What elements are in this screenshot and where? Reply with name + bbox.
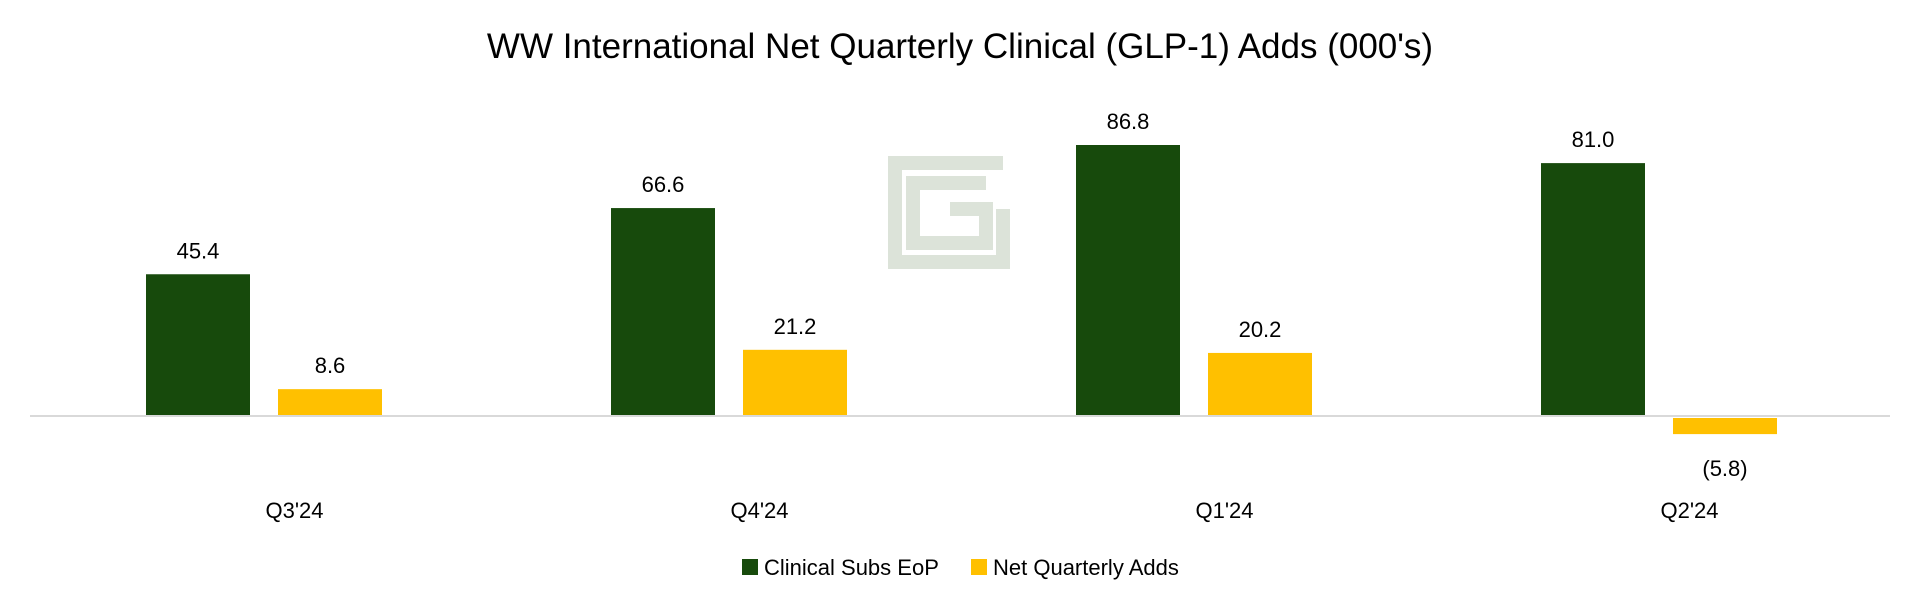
- legend-item-clinical-subs: Clinical Subs EoP: [742, 555, 939, 580]
- data-label-clinical-subs-2: 86.8: [1107, 109, 1150, 134]
- x-tick-label-1: Q4'24: [730, 498, 788, 523]
- bar-net-adds-0: [278, 389, 382, 416]
- data-labels-group: 45.4 8.6 66.6 21.2 86.8 20.2 81.0 (5.8): [177, 109, 1748, 481]
- data-label-net-adds-3: (5.8): [1702, 456, 1747, 481]
- bar-net-adds-2: [1208, 352, 1312, 416]
- bar-clinical-subs-0: [146, 274, 250, 416]
- chart-title: WW International Net Quarterly Clinical …: [487, 27, 1433, 66]
- legend-swatch-clinical-subs: [742, 559, 758, 575]
- bar-net-adds-3: [1673, 418, 1777, 435]
- legend-item-net-quarterly-adds: Net Quarterly Adds: [971, 555, 1179, 580]
- x-tick-label-0: Q3'24: [265, 498, 323, 523]
- data-label-net-adds-1: 21.2: [774, 314, 817, 339]
- data-label-net-adds-2: 20.2: [1239, 317, 1282, 342]
- data-label-net-adds-0: 8.6: [315, 353, 346, 378]
- watermark-logo-icon: [888, 156, 1010, 269]
- data-label-clinical-subs-0: 45.4: [177, 238, 220, 263]
- legend-label-clinical-subs: Clinical Subs EoP: [764, 555, 939, 580]
- legend-swatch-net-quarterly-adds: [971, 559, 987, 575]
- bar-clinical-subs-2: [1076, 145, 1180, 416]
- x-tick-label-3: Q2'24: [1660, 498, 1718, 523]
- legend-label-net-quarterly-adds: Net Quarterly Adds: [993, 555, 1179, 580]
- legend: Clinical Subs EoP Net Quarterly Adds: [742, 555, 1179, 580]
- bar-clinical-subs-1: [611, 208, 715, 416]
- x-tick-label-2: Q1'24: [1195, 498, 1253, 523]
- bar-net-adds-1: [743, 349, 847, 416]
- bar-clinical-subs-3: [1541, 163, 1645, 416]
- bars-group: [146, 145, 1777, 435]
- data-label-clinical-subs-1: 66.6: [642, 172, 685, 197]
- x-tick-labels-group: Q3'24 Q4'24 Q1'24 Q2'24: [265, 498, 1718, 523]
- data-label-clinical-subs-3: 81.0: [1572, 127, 1615, 152]
